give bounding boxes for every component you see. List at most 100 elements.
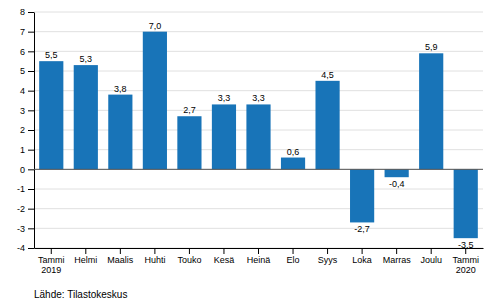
data-label: 4,5	[321, 70, 334, 80]
x-tick-label-line: Syys	[318, 255, 338, 265]
y-tick-label: 6	[20, 47, 25, 57]
x-tick-label-line: Tammi	[452, 255, 479, 265]
grid-line	[34, 169, 483, 170]
x-tick-label: Touko	[177, 255, 201, 265]
x-tick: Heinä	[247, 248, 271, 265]
bar	[143, 32, 167, 170]
x-tick-mark	[223, 248, 224, 254]
data-label: -2,7	[354, 224, 370, 234]
x-tick-label-line: Loka	[352, 255, 372, 265]
x-tick-label-line: Tammi	[38, 255, 64, 265]
x-tick-mark	[51, 248, 52, 254]
y-axis: -4-3-2-1012345678	[17, 7, 35, 253]
y-tick-label: -3	[17, 224, 25, 234]
y-tick: 8	[20, 7, 34, 17]
bar	[419, 53, 443, 169]
data-labels: 5,55,33,87,02,73,33,30,64,5-2,7-0,45,9-3…	[45, 21, 473, 250]
data-label: 2,7	[183, 105, 196, 115]
x-tick: Tammi2019	[38, 248, 64, 275]
x-tick-label-line: Maalis	[107, 255, 134, 265]
bar	[385, 169, 409, 177]
x-tick-label-line: Huhti	[144, 255, 165, 265]
y-tick-mark	[28, 209, 34, 210]
y-axis-line	[34, 13, 35, 249]
y-tick: 5	[20, 66, 34, 76]
y-tick-mark	[28, 32, 34, 33]
x-tick: Touko	[177, 248, 201, 265]
data-label: 5,9	[425, 42, 438, 52]
y-tick-label: 4	[20, 86, 25, 96]
grid-line	[34, 71, 483, 72]
data-label: 3,8	[114, 84, 127, 94]
x-tick-label-line: 2020	[456, 265, 476, 275]
y-tick-mark	[28, 169, 34, 170]
chart: -4-3-2-1012345678Tammi2019HelmiMaalisHuh…	[0, 0, 493, 304]
bar	[350, 169, 374, 222]
x-tick-mark	[431, 248, 432, 254]
x-tick-label-line: Touko	[177, 255, 201, 265]
x-tick-mark	[293, 248, 294, 254]
y-tick: -3	[17, 224, 34, 234]
x-tick-label: Tammi2020	[452, 255, 479, 275]
x-tick-label-line: Marras	[383, 255, 412, 265]
y-tick-label: -1	[17, 184, 25, 194]
y-tick-mark	[28, 110, 34, 111]
x-tick-mark	[189, 248, 190, 254]
x-tick-label: Maalis	[107, 255, 134, 265]
x-tick-mark	[154, 248, 155, 254]
data-label: 5,5	[45, 50, 58, 60]
y-tick-label: 2	[20, 125, 25, 135]
grid	[34, 12, 483, 248]
x-tick: Tammi2020	[452, 248, 479, 275]
data-label: 0,6	[287, 147, 300, 157]
x-tick: Loka	[352, 248, 372, 265]
x-tick-label: Syys	[318, 255, 338, 265]
grid-line	[34, 12, 483, 13]
y-tick-label: -2	[17, 204, 25, 214]
y-tick: -2	[17, 204, 34, 214]
x-tick-mark	[362, 248, 363, 254]
bar	[246, 104, 270, 169]
y-tick: 7	[20, 27, 34, 37]
bar	[281, 158, 305, 170]
y-tick-mark	[28, 130, 34, 131]
data-label: -0,4	[389, 179, 405, 189]
x-tick-label: Marras	[383, 255, 412, 265]
baseline	[34, 169, 483, 170]
data-label: 5,3	[80, 54, 93, 64]
bar	[315, 81, 339, 170]
x-tick-mark	[258, 248, 259, 254]
source-text: Lähde: Tilastokeskus	[34, 289, 127, 300]
plot: -4-3-2-1012345678Tammi2019HelmiMaalisHuh…	[17, 7, 484, 275]
grid-line	[34, 208, 483, 209]
x-tick-label: Helmi	[74, 255, 97, 265]
x-tick-label: Loka	[352, 255, 372, 265]
data-label: -3,5	[458, 240, 474, 250]
y-tick-label: 8	[20, 7, 25, 17]
x-axis: Tammi2019HelmiMaalisHuhtiToukoKesäHeinäE…	[35, 248, 484, 275]
bar	[454, 169, 478, 238]
y-tick: -4	[17, 243, 34, 253]
y-tick-mark	[28, 228, 34, 229]
data-label: 3,3	[218, 93, 231, 103]
y-tick-mark	[28, 150, 34, 151]
x-tick: Kesä	[214, 248, 235, 265]
y-tick: 3	[20, 106, 34, 116]
bar	[108, 95, 132, 170]
x-tick-label-line: Helmi	[74, 255, 97, 265]
x-tick-label-line: Heinä	[247, 255, 271, 265]
y-tick-mark	[28, 91, 34, 92]
x-tick-label-line: Kesä	[214, 255, 235, 265]
x-tick-mark	[120, 248, 121, 254]
y-tick-label: 7	[20, 27, 25, 37]
y-tick: 4	[20, 86, 34, 96]
y-tick: 6	[20, 47, 34, 57]
y-tick-mark	[28, 71, 34, 72]
y-tick-mark	[28, 248, 34, 249]
x-tick-label: Huhti	[144, 255, 165, 265]
y-tick-label: 3	[20, 106, 25, 116]
y-tick: 2	[20, 125, 34, 135]
x-tick: Huhti	[144, 248, 165, 265]
x-tick-mark	[327, 248, 328, 254]
bar	[39, 61, 63, 169]
